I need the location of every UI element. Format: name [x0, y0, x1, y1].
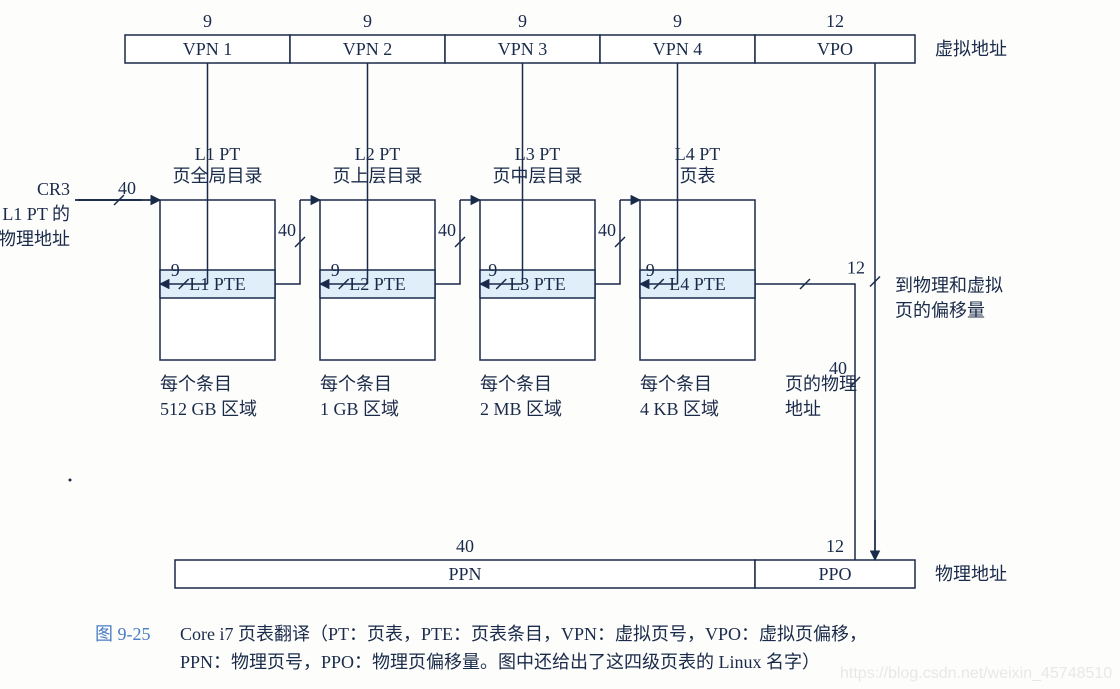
cr3-l2: L1 PT 的	[2, 204, 70, 224]
caption-num: 图 9-25	[95, 624, 151, 644]
va-right-label: 虚拟地址	[935, 39, 1007, 59]
va-cell-label-3: VPN 4	[653, 39, 703, 59]
va-bits-3: 9	[673, 11, 682, 31]
va-cell-label-1: VPN 2	[343, 39, 393, 59]
cr3-l1: CR3	[37, 179, 70, 199]
vpo-note-1: 到物理和虚拟	[895, 276, 1003, 296]
caption-l2: PPN：物理页号，PPO：物理页偏移量。图中还给出了这四级页表的 Linux 名…	[180, 652, 820, 672]
connector	[755, 284, 855, 560]
pt-sub1-3: 每个条目	[640, 374, 712, 394]
caption-l1: Core i7 页表翻译（PT：页表，PTE：页表条目，VPN：虚拟页号，VPO…	[180, 624, 867, 644]
pt-title2-3: 页表	[680, 166, 716, 186]
pt-title1-2: L3 PT	[515, 144, 561, 164]
pt-title2-1: 页上层目录	[333, 166, 423, 186]
pt-title1-0: L1 PT	[195, 144, 241, 164]
vpo-note-2: 页的偏移量	[895, 301, 985, 321]
pt-sub1-0: 每个条目	[160, 374, 232, 394]
bit12-vpo: 12	[847, 258, 865, 278]
pt-sub2-2: 2 MB 区域	[480, 399, 562, 419]
bit9-3: 9	[646, 260, 655, 280]
va-cell-label-4: VPO	[817, 39, 853, 59]
bit40-3: 40	[598, 220, 616, 240]
pt-title2-2: 页中层目录	[493, 166, 583, 186]
va-cell-label-2: VPN 3	[498, 39, 548, 59]
pa-bits-1: 12	[826, 536, 844, 556]
pt-sub2-1: 1 GB 区域	[320, 399, 399, 419]
bit9-0: 9	[171, 260, 180, 280]
va-cell-label-0: VPN 1	[183, 39, 233, 59]
phys-page-l2: 地址	[785, 399, 821, 419]
va-bits-4: 12	[826, 11, 844, 31]
pt-sub1-2: 每个条目	[480, 374, 552, 394]
phys-page-l1: 页的物理	[785, 374, 857, 394]
va-bits-0: 9	[203, 11, 212, 31]
pa-right-label: 物理地址	[935, 564, 1007, 584]
pt-sub1-1: 每个条目	[320, 374, 392, 394]
pt-title1-3: L4 PT	[675, 144, 721, 164]
artifact-dot	[69, 479, 72, 482]
va-bits-2: 9	[518, 11, 527, 31]
va-bits-1: 9	[363, 11, 372, 31]
bit40-1: 40	[278, 220, 296, 240]
connector	[435, 200, 460, 284]
pa-bits-0: 40	[456, 536, 474, 556]
bit9-2: 9	[488, 260, 497, 280]
connector	[275, 200, 300, 284]
bit40-2: 40	[438, 220, 456, 240]
connector	[595, 200, 620, 284]
pt-title1-1: L2 PT	[355, 144, 401, 164]
pt-sub2-3: 4 KB 区域	[640, 399, 719, 419]
cr3-l3: 物理地址	[0, 229, 70, 249]
pt-title2-0: 页全局目录	[173, 166, 263, 186]
bit9-1: 9	[331, 260, 340, 280]
watermark: https://blog.csdn.net/weixin_45748510	[840, 665, 1112, 682]
bit40-0: 40	[118, 178, 136, 198]
pa-ppn-label: PPN	[448, 564, 481, 584]
pt-sub2-0: 512 GB 区域	[160, 399, 257, 419]
pa-ppo-label: PPO	[818, 564, 851, 584]
